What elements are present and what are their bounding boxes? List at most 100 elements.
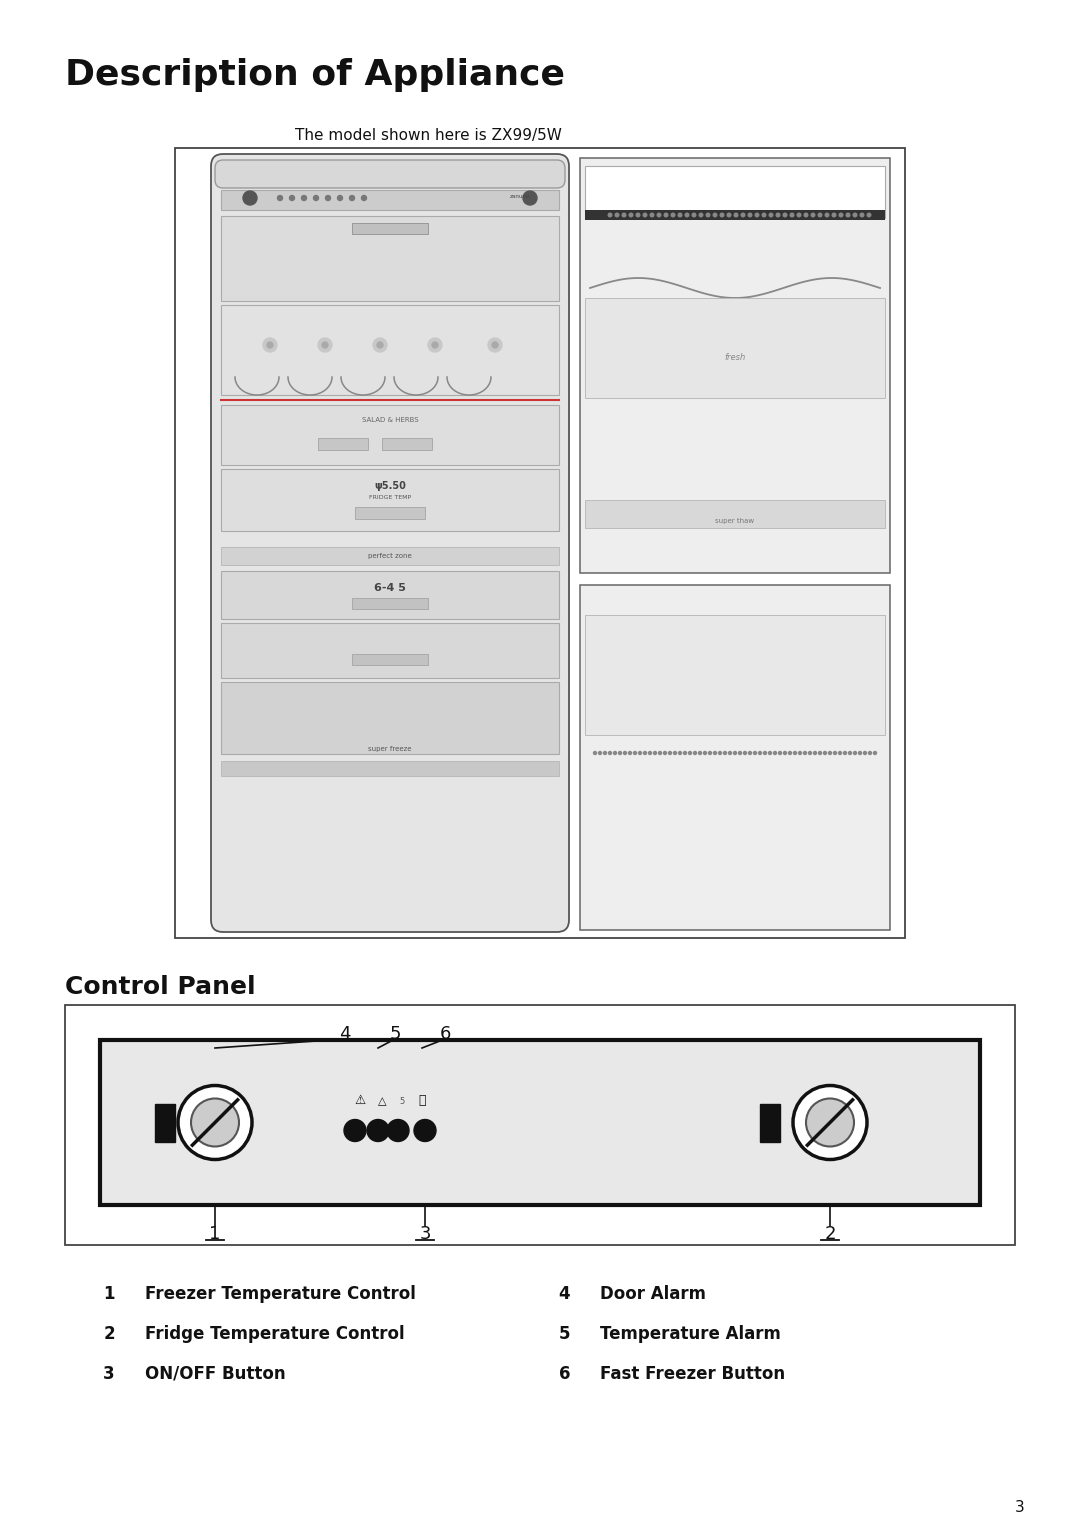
Circle shape bbox=[616, 214, 619, 217]
Circle shape bbox=[604, 752, 607, 755]
Circle shape bbox=[644, 214, 647, 217]
Circle shape bbox=[860, 214, 864, 217]
Text: 5: 5 bbox=[558, 1325, 570, 1343]
Text: fresh: fresh bbox=[725, 353, 745, 362]
Text: zanussi: zanussi bbox=[510, 194, 530, 199]
Bar bbox=[221, 189, 559, 209]
Text: Door Alarm: Door Alarm bbox=[600, 1285, 706, 1303]
Circle shape bbox=[819, 214, 822, 217]
Circle shape bbox=[629, 752, 632, 755]
FancyBboxPatch shape bbox=[211, 154, 569, 932]
Circle shape bbox=[674, 752, 676, 755]
Circle shape bbox=[345, 1120, 366, 1141]
Circle shape bbox=[859, 752, 862, 755]
Circle shape bbox=[727, 214, 731, 217]
Circle shape bbox=[777, 214, 780, 217]
Circle shape bbox=[833, 214, 836, 217]
Bar bbox=[585, 298, 885, 397]
Bar bbox=[221, 547, 559, 565]
Circle shape bbox=[362, 196, 366, 200]
Circle shape bbox=[377, 342, 383, 348]
Text: Description of Appliance: Description of Appliance bbox=[65, 58, 565, 92]
Circle shape bbox=[428, 338, 442, 351]
Circle shape bbox=[318, 338, 332, 351]
Circle shape bbox=[678, 752, 681, 755]
Circle shape bbox=[714, 752, 716, 755]
Circle shape bbox=[689, 752, 691, 755]
Circle shape bbox=[659, 752, 661, 755]
Bar bbox=[318, 439, 368, 451]
Text: ψ5.50: ψ5.50 bbox=[374, 481, 406, 490]
Text: perfect zone: perfect zone bbox=[368, 553, 411, 559]
Circle shape bbox=[847, 214, 850, 217]
Text: 1: 1 bbox=[104, 1285, 114, 1303]
Bar bbox=[221, 215, 559, 301]
Circle shape bbox=[325, 196, 330, 200]
Bar bbox=[585, 500, 885, 529]
Circle shape bbox=[608, 752, 611, 755]
Circle shape bbox=[718, 752, 721, 755]
Circle shape bbox=[267, 342, 273, 348]
Circle shape bbox=[843, 752, 847, 755]
Circle shape bbox=[367, 1120, 389, 1141]
Circle shape bbox=[788, 752, 792, 755]
Circle shape bbox=[791, 214, 794, 217]
Circle shape bbox=[638, 752, 642, 755]
Circle shape bbox=[663, 752, 666, 755]
Text: 3: 3 bbox=[419, 1225, 431, 1242]
Bar bbox=[221, 571, 559, 619]
Text: Temperature Alarm: Temperature Alarm bbox=[600, 1325, 781, 1343]
Circle shape bbox=[764, 752, 767, 755]
Bar bbox=[221, 306, 559, 396]
Circle shape bbox=[653, 752, 657, 755]
Text: 2: 2 bbox=[824, 1225, 836, 1242]
Text: 6: 6 bbox=[558, 1365, 570, 1383]
Circle shape bbox=[748, 752, 752, 755]
Circle shape bbox=[594, 752, 596, 755]
Circle shape bbox=[769, 752, 771, 755]
Text: super freeze: super freeze bbox=[368, 746, 411, 752]
Circle shape bbox=[432, 342, 438, 348]
Text: Fast Freezer Button: Fast Freezer Button bbox=[600, 1365, 785, 1383]
Circle shape bbox=[313, 196, 319, 200]
Circle shape bbox=[350, 196, 354, 200]
Bar bbox=[580, 585, 890, 931]
Bar bbox=[352, 223, 428, 234]
Circle shape bbox=[839, 214, 842, 217]
Circle shape bbox=[713, 214, 717, 217]
Circle shape bbox=[622, 214, 625, 217]
Circle shape bbox=[813, 752, 816, 755]
Circle shape bbox=[724, 752, 727, 755]
Circle shape bbox=[648, 752, 651, 755]
Circle shape bbox=[794, 752, 797, 755]
Text: 5: 5 bbox=[389, 1025, 401, 1044]
Circle shape bbox=[608, 214, 611, 217]
Text: ON/OFF Button: ON/OFF Button bbox=[145, 1365, 285, 1383]
Circle shape bbox=[669, 752, 672, 755]
Circle shape bbox=[634, 752, 636, 755]
Bar bbox=[585, 209, 885, 220]
Bar bbox=[585, 614, 885, 735]
Circle shape bbox=[734, 214, 738, 217]
Text: Control Panel: Control Panel bbox=[65, 975, 256, 999]
Circle shape bbox=[289, 196, 295, 200]
Circle shape bbox=[644, 752, 647, 755]
Bar bbox=[221, 469, 559, 532]
Circle shape bbox=[762, 214, 766, 217]
Bar bbox=[760, 1103, 780, 1141]
Circle shape bbox=[373, 338, 387, 351]
Text: 2: 2 bbox=[104, 1325, 114, 1343]
Bar bbox=[585, 167, 885, 219]
Circle shape bbox=[739, 752, 742, 755]
Text: 3: 3 bbox=[104, 1365, 114, 1383]
Bar bbox=[221, 761, 559, 776]
Circle shape bbox=[864, 752, 866, 755]
Circle shape bbox=[793, 1085, 867, 1160]
Circle shape bbox=[729, 752, 731, 755]
Circle shape bbox=[824, 752, 826, 755]
Circle shape bbox=[243, 191, 257, 205]
Bar bbox=[65, 1005, 1015, 1245]
Text: 6: 6 bbox=[440, 1025, 450, 1044]
Circle shape bbox=[278, 196, 283, 200]
Text: ⏻: ⏻ bbox=[418, 1094, 426, 1106]
